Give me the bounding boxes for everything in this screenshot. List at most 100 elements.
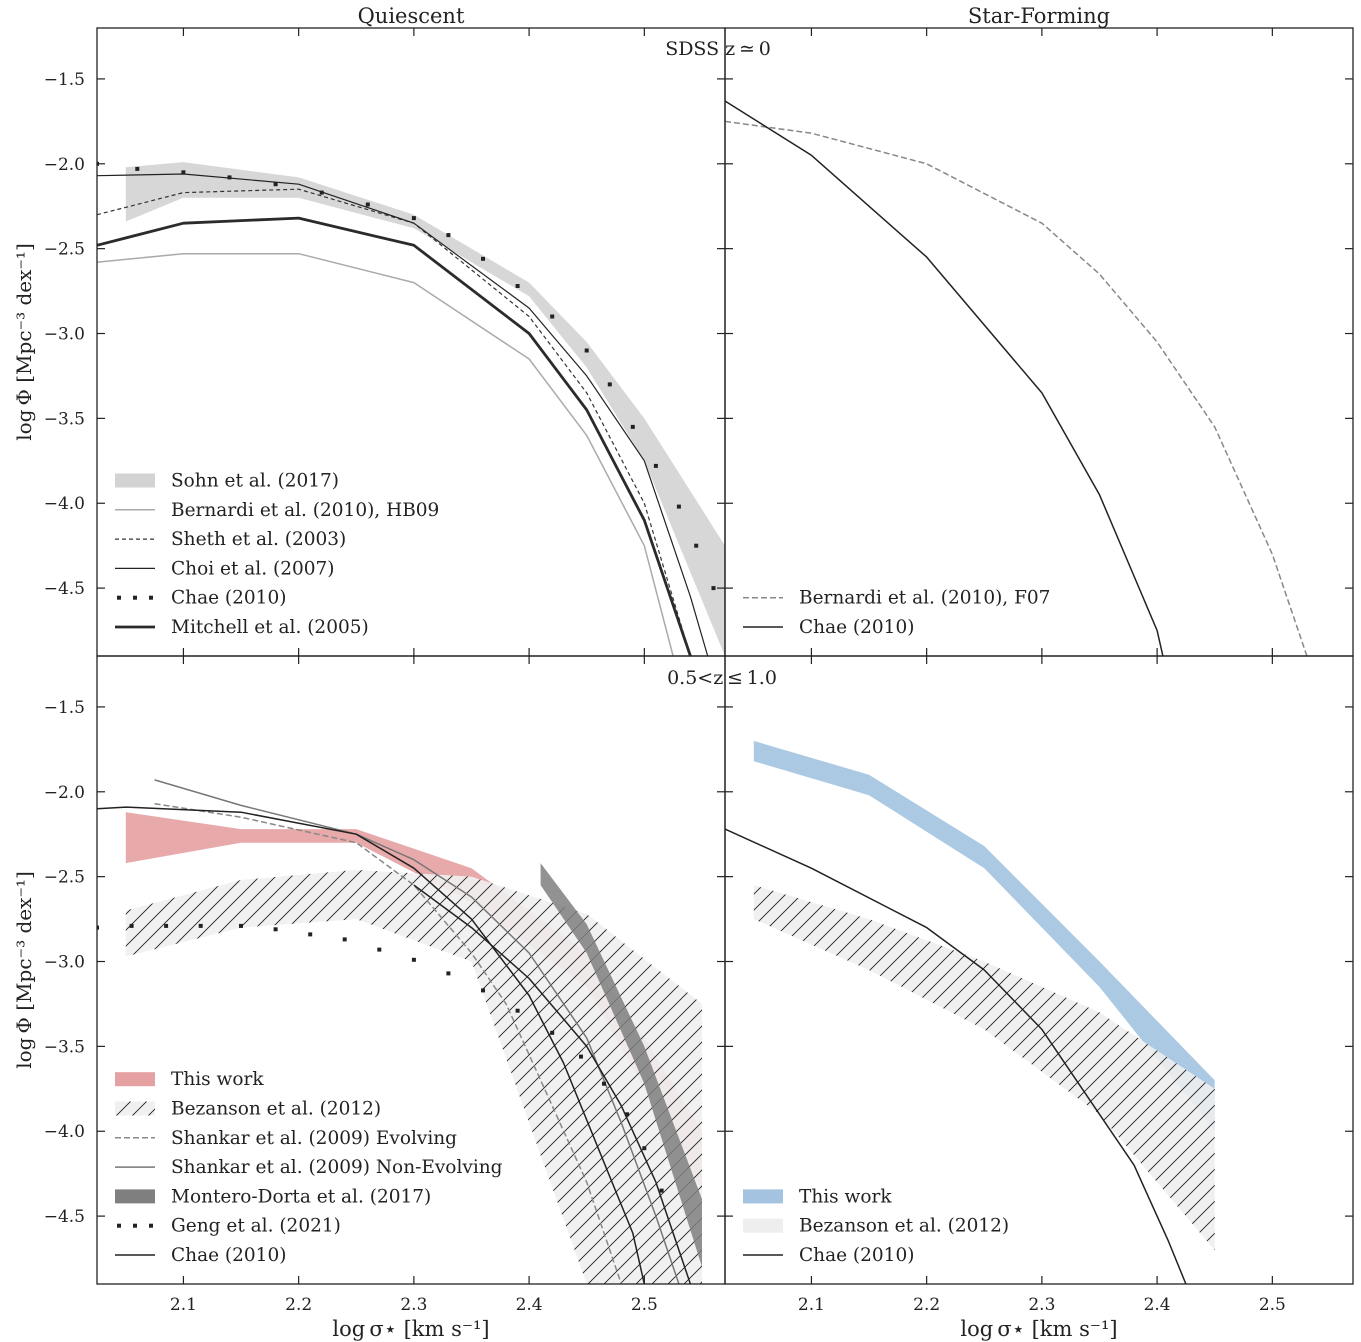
legend-label: Bezanson et al. (2012) (799, 1216, 1009, 1237)
series-bottom-left-5-point (642, 1146, 647, 1151)
series-top-left-4-point (481, 256, 485, 261)
series-bottom-left-3-line (154, 779, 680, 1284)
series-top-left-4-point (411, 216, 416, 221)
x-tick-label: 2.1 (798, 1295, 825, 1315)
legend-label: Sohn et al. (2017) (171, 471, 339, 492)
series-bottom-left-5-point (342, 937, 347, 942)
legend-label: Shankar et al. (2009) Non-Evolving (171, 1157, 503, 1178)
series-bottom-left-5-point (625, 1112, 630, 1117)
series-top-left-4-point (227, 175, 232, 180)
legend-label: Bezanson et al. (2012) (171, 1099, 381, 1120)
panels: −1.5 −2.0 −2.5 −3.0 −3.5 −4.0 −4.5 Sohn et al. … (44, 27, 1354, 1315)
series-bottom-left-5-point (481, 988, 485, 993)
legend-label: This work (171, 1069, 264, 1090)
legend-top-left: Sohn et al. (2017) Bernardi et al. (2010)… (115, 471, 439, 638)
ylabel-top: log Φ [Mpc⁻³ dex⁻¹] (12, 243, 36, 441)
series-top-left-4-point (273, 182, 278, 187)
legend-bottom-right: This work Bezanson et al. (2012) Chae (201… (743, 1186, 1009, 1266)
series-bottom-left-5-point (308, 932, 313, 937)
axes-frame (724, 27, 1354, 657)
legend-bottom-left: This work Bezanson et al. (2012) Shankar e… (115, 1069, 503, 1266)
col-title-star-forming: Star-Forming (968, 4, 1110, 28)
series-bottom-left-0-band (125, 812, 703, 1191)
series-top-left-4-point (694, 543, 699, 548)
x-tick-label: 2.5 (631, 1295, 658, 1315)
legend-swatch (743, 1189, 783, 1204)
x-tick-label: 2.3 (400, 1295, 427, 1315)
series-bottom-left-5-point (273, 927, 278, 932)
xlabel-right: log σ⋆ [km s⁻¹] (960, 1317, 1117, 1341)
legend-swatch (743, 1218, 783, 1233)
axes-frame (724, 655, 1354, 1285)
x-tick-label: 2.3 (1028, 1295, 1055, 1315)
legend-label: Chae (2010) (799, 617, 914, 638)
y-tick-label: −3.5 (44, 1037, 85, 1057)
legend-label: Chae (2010) (799, 1245, 914, 1266)
series-top-right-0-line (725, 120, 1308, 656)
series-bottom-left-5-point (239, 923, 243, 928)
series-bottom-left-5-point (602, 1081, 606, 1086)
y-tick-label: −3.0 (44, 325, 85, 345)
row-label-high-z: 0.5<z ≤ 1.0 (667, 667, 777, 689)
panel-bottom-left: 2.1 2.2 2.3 2.4 2.5 −1.5 −2.0 −2.5 −3.0 −3.5 −4.0 −… (44, 655, 726, 1315)
x-tick-label: 2.5 (1259, 1295, 1286, 1315)
legend-label: Geng et al. (2021) (171, 1216, 341, 1237)
series-bottom-left-5-point (515, 1008, 520, 1013)
series-top-left-4-point (365, 202, 370, 207)
y-tick-label: −4.5 (44, 579, 85, 599)
series-bottom-left-5-point (377, 947, 382, 952)
plot-area (97, 161, 725, 656)
series-bottom-left-5-point (579, 1054, 583, 1059)
series-top-left-4-point (676, 504, 681, 509)
series-bottom-left-5-point (550, 1030, 555, 1035)
legend-swatch (149, 595, 153, 600)
series-bottom-left-5-point (164, 923, 169, 928)
series-top-left-4-point (181, 170, 186, 175)
legend-swatch (133, 595, 137, 600)
legend-label: Mitchell et al. (2005) (171, 617, 369, 638)
series-top-right-1-line (725, 100, 1164, 656)
legend-label: Bernardi et al. (2010), HB09 (171, 500, 439, 521)
legend-label: This work (799, 1186, 892, 1207)
series-bottom-left-1-hatch (125, 869, 703, 1284)
y-tick-label: −3.0 (44, 953, 85, 973)
series-top-left-5-line (97, 216, 692, 656)
y-tick-label: −2.0 (44, 783, 85, 803)
x-tick-label: 2.2 (913, 1295, 940, 1315)
legend-swatch (115, 1072, 155, 1087)
series-top-left-4-point (515, 284, 520, 288)
legend-swatch (149, 1223, 153, 1228)
legend-label: Bernardi et al. (2010), F07 (799, 588, 1050, 609)
series-bottom-left-5-point (198, 923, 203, 928)
panel-top-right: Bernardi et al. (2010), F07 Chae (2010) (724, 27, 1354, 657)
series-bottom-left-5-point (659, 1188, 664, 1193)
legend-label: Shankar et al. (2009) Evolving (171, 1128, 457, 1149)
series-bottom-left-7-line (413, 884, 692, 1284)
x-tick-label: 2.2 (285, 1295, 312, 1315)
legend-swatch-hatch (115, 1101, 155, 1116)
plot-area (725, 740, 1215, 1284)
y-tick-label: −1.5 (44, 70, 85, 90)
series-bottom-left-5-point (446, 971, 451, 976)
plot-area (725, 100, 1308, 656)
series-bottom-left-5-point (129, 923, 134, 928)
plot-area (97, 779, 703, 1284)
series-top-left-4-point (711, 586, 716, 591)
legend-label: Choi et al. (2007) (171, 558, 335, 579)
series-bottom-left-6-line (97, 806, 646, 1284)
y-tick-label: −4.5 (44, 1207, 85, 1227)
series-top-left-4-point (135, 166, 140, 171)
series-top-left-3-line (97, 173, 709, 656)
xlabel-left: log σ⋆ [km s⁻¹] (332, 1317, 489, 1341)
series-top-left-4-point (446, 233, 451, 238)
ylabel-bottom: log Φ [Mpc⁻³ dex⁻¹] (12, 871, 36, 1069)
col-title-quiescent: Quiescent (358, 4, 465, 28)
series-top-left-4-point (319, 190, 324, 195)
series-bottom-left-2-line (154, 802, 623, 1284)
legend-label: Chae (2010) (171, 588, 286, 609)
legend-top-right: Bernardi et al. (2010), F07 Chae (2010) (743, 588, 1050, 638)
y-tick-label: −4.0 (44, 494, 85, 514)
legend-label: Sheth et al. (2003) (171, 529, 346, 550)
x-tick-label: 2.1 (170, 1295, 197, 1315)
